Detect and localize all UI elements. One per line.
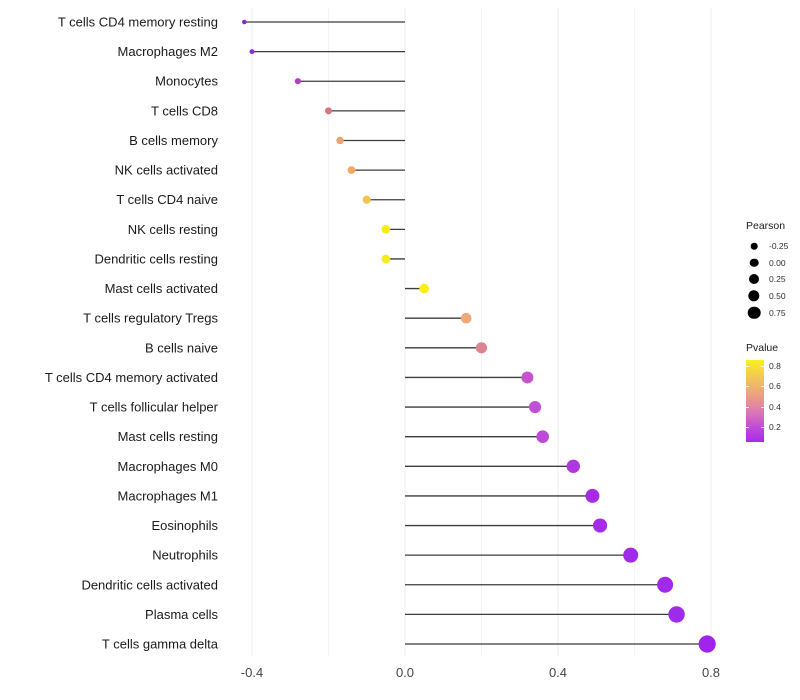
lollipop-dot — [623, 547, 639, 563]
lollipop-dot — [460, 312, 472, 324]
colorbar-tick-label: 0.2 — [769, 421, 781, 432]
lollipop-dot — [419, 283, 429, 294]
y-axis-label: Monocytes — [155, 74, 218, 89]
lollipop-dot — [381, 254, 391, 264]
lollipop-dot — [336, 136, 344, 145]
colorbar-tick-mark — [761, 406, 764, 408]
x-axis-tick-label: 0.0 — [396, 665, 414, 680]
colorbar-tick-mark — [761, 366, 764, 367]
y-axis-label: Dendritic cells activated — [81, 577, 218, 592]
lollipop-dot — [668, 606, 685, 623]
lollipop-dot — [528, 400, 542, 414]
lollipop-dot — [585, 488, 600, 503]
lollipop-dot — [347, 166, 356, 175]
y-axis-label: NK cells activated — [115, 163, 218, 178]
legend-size-label: -0.25 — [769, 241, 789, 251]
legend-size-dot — [750, 242, 758, 250]
legend-size-label: 0.75 — [769, 307, 786, 318]
lollipop-dot — [362, 195, 371, 204]
legend-size-dot — [749, 274, 759, 285]
colorbar-tick-label: 0.6 — [769, 381, 781, 392]
y-axis-label: B cells memory — [129, 133, 218, 148]
y-axis-label: NK cells resting — [128, 222, 218, 237]
x-axis-tick-label: -0.4 — [241, 665, 263, 680]
lollipop-dot — [249, 49, 255, 55]
y-axis-label: T cells CD4 memory resting — [58, 15, 218, 30]
color-legend-title: Pvalue — [746, 342, 779, 354]
legend-size-dot — [748, 290, 760, 302]
colorbar-tick-label: 0.4 — [769, 401, 781, 412]
y-axis-label: Dendritic cells resting — [94, 251, 218, 266]
y-axis-label: T cells follicular helper — [90, 400, 219, 415]
colorbar-tick-mark — [761, 426, 764, 428]
colorbar-tick-mark — [746, 426, 749, 428]
colorbar-tick-mark — [761, 386, 764, 388]
legend-size-label: 0.25 — [769, 274, 786, 285]
lollipop-dot — [242, 19, 247, 25]
lollipop-dot — [381, 225, 391, 234]
lollipop-dot — [536, 430, 549, 443]
colorbar-tick-mark — [746, 366, 749, 367]
x-axis-tick-label: 0.8 — [702, 665, 720, 680]
y-axis-label: T cells gamma delta — [102, 637, 219, 652]
y-axis-label: T cells regulatory Tregs — [83, 311, 218, 326]
y-axis-label: Neutrophils — [152, 548, 218, 563]
y-axis-label: B cells naive — [145, 340, 218, 355]
size-legend-title: Pearson — [746, 220, 786, 232]
pearson-size-legend: Pearson -0.25 0.00 0.25 0.50 0.75 — [746, 220, 800, 330]
legend-size-label: 0.00 — [769, 257, 786, 268]
y-axis-label: Eosinophils — [152, 518, 219, 533]
y-axis-label: T cells CD4 naive — [116, 192, 218, 207]
legend-size-label: 0.50 — [769, 291, 786, 302]
lollipop-dot — [657, 576, 674, 593]
colorbar-tick-mark — [746, 406, 749, 408]
lollipop-dot — [325, 107, 332, 115]
lollipop-dot — [698, 635, 716, 653]
colorbar-tick-label: 0.8 — [769, 361, 781, 371]
y-axis-label: Plasma cells — [145, 607, 218, 622]
pvalue-color-legend: Pvalue 0.8 0.6 0.4 0.2 — [746, 342, 800, 452]
colorbar-tick-mark — [746, 386, 749, 388]
y-axis-label: T cells CD8 — [151, 103, 218, 118]
y-axis-label: Macrophages M2 — [118, 44, 218, 59]
legend-size-dot — [749, 258, 759, 267]
x-axis-tick-label: 0.4 — [549, 665, 567, 680]
lollipop-dot — [592, 518, 608, 533]
lollipop-dot — [475, 342, 488, 354]
lollipop-dot — [294, 78, 301, 85]
legend-size-dot — [747, 306, 761, 320]
lollipop-dot — [566, 459, 580, 473]
y-axis-label: Macrophages M0 — [118, 459, 218, 474]
y-axis-label: Mast cells resting — [118, 429, 218, 444]
y-axis-label: Mast cells activated — [105, 281, 218, 296]
y-axis-label: T cells CD4 memory activated — [45, 370, 218, 385]
pvalue-colorbar — [746, 360, 764, 442]
lollipop-dot — [521, 371, 534, 384]
y-axis-label: Macrophages M1 — [118, 488, 218, 503]
